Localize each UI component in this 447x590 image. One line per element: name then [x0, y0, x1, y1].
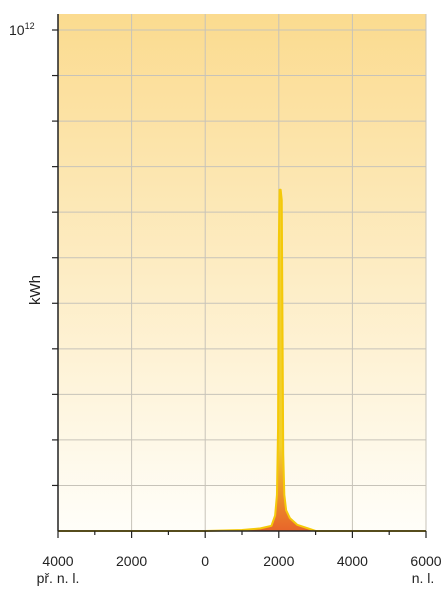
- plot-background: [58, 14, 426, 531]
- y-top-label-base: 10: [9, 22, 25, 38]
- y-top-label-exp: 12: [25, 21, 35, 31]
- x-tick-label: 2000: [116, 553, 147, 569]
- grid-lines: [58, 14, 427, 531]
- x-tick-label: 6000: [410, 553, 441, 569]
- series-line: [58, 188, 426, 532]
- x-tick-label: 4000: [337, 553, 368, 569]
- axes: 4000 2000 0 2000 4000 6000: [42, 14, 442, 569]
- x-tick-label: 2000: [263, 553, 294, 569]
- x-tick-label: 4000: [42, 553, 73, 569]
- series-layer: [58, 188, 426, 532]
- y-axis-label: kWh: [27, 275, 44, 305]
- x-era-label-left: př. n. l.: [37, 570, 80, 586]
- x-tick-label: 0: [201, 553, 209, 569]
- y-top-label: 1012: [9, 21, 35, 38]
- axis-labels: 1012 kWh př. n. l. n. l.: [9, 21, 434, 586]
- x-era-label-right: n. l.: [412, 570, 435, 586]
